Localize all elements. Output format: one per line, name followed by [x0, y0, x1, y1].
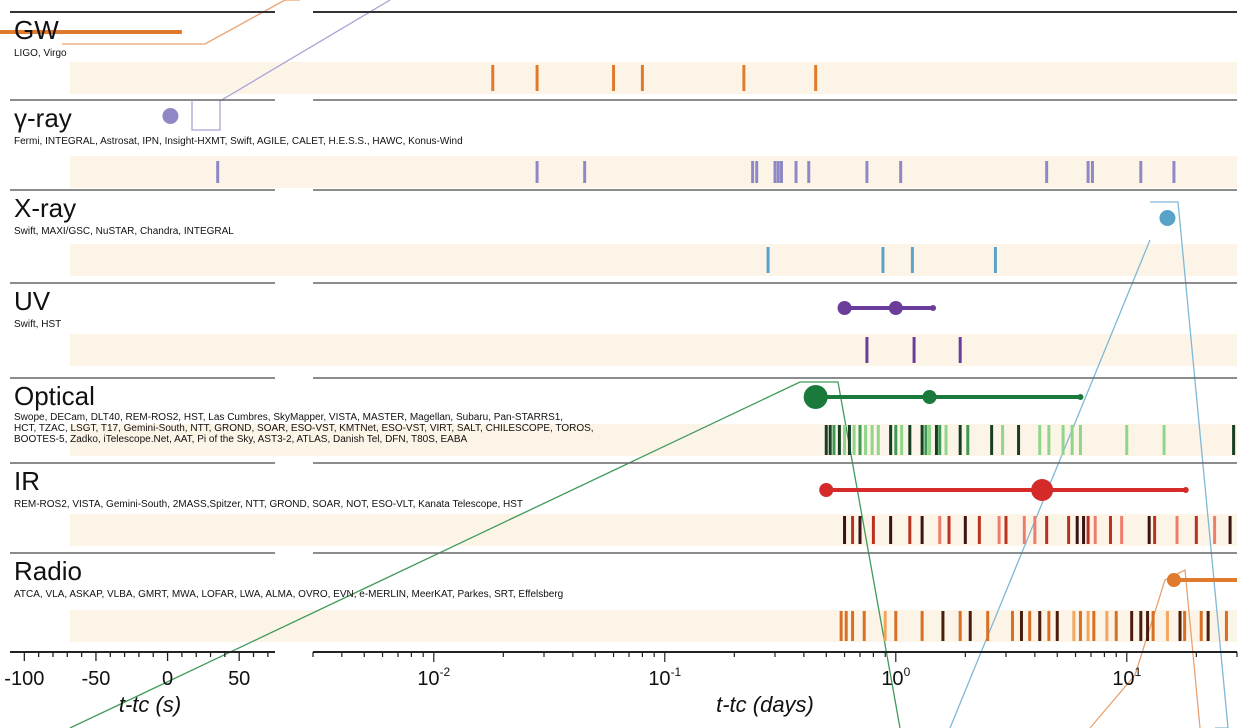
day-tick-label: 10-2 — [417, 665, 450, 690]
band-labels: GW LIGO, Virgo γ-ray Fermi, INTEGRAL, Astro… — [14, 15, 594, 600]
x-axis-title-seconds: t-tc (s) — [119, 692, 181, 717]
band-strip-radio — [70, 610, 1237, 642]
x-axis-title-days: t-tc (days) — [716, 692, 814, 717]
band-subtitle-optical-2: BOOTES-5, Zadko, iTelescope.Net, AAT, Pi… — [14, 434, 467, 445]
sec-tick-label: -100 — [4, 668, 44, 690]
band-strip-optical — [70, 424, 1237, 456]
band-backgrounds — [70, 62, 1237, 642]
band-subtitle-optical-0: Swope, DECam, DLT40, REM-ROS2, HST, Las … — [14, 412, 563, 423]
sec-tick-label: 50 — [228, 668, 250, 690]
band-subtitle-uv: Swift, HST — [14, 319, 61, 330]
band-strip-xray — [70, 244, 1237, 276]
band-title-radio: Radio — [14, 556, 82, 586]
detection-start-radio — [1166, 573, 1181, 587]
detection-start-optical — [803, 385, 828, 409]
band-subtitle-optical-1: HCT, TZAC, LSGT, T17, Gemini-South, NTT,… — [14, 423, 594, 434]
band-strip-gamma — [70, 156, 1237, 188]
band-strip-uv — [70, 334, 1237, 366]
zoom-callout-optical — [69, 381, 901, 728]
observation-ticks — [216, 65, 1236, 641]
band-strip-ir — [70, 514, 1237, 546]
sec-tick-label: 0 — [162, 668, 173, 690]
detection-end-uv — [930, 305, 937, 311]
detection-mid-optical — [922, 390, 937, 404]
zoom-callout-gamma — [191, 0, 391, 131]
detection-end-ir — [1182, 487, 1189, 493]
axes: -100 -50 0 50 10-2 10-1 100 101 t-tc (s) t-tc (da… — [4, 651, 1238, 717]
band-title-xray: X-ray — [14, 193, 76, 223]
band-subtitle-xray: Swift, MAXI/GSC, NuSTAR, Chandra, INTEGR… — [14, 226, 234, 237]
zoom-callout-gw — [62, 0, 300, 45]
band-strip-gw — [70, 62, 1237, 94]
detection-xray — [1159, 210, 1176, 226]
detection-mid-uv — [888, 301, 903, 315]
zoom-callout-xray — [1150, 201, 1229, 728]
band-title-ir: IR — [14, 466, 40, 496]
detections — [0, 30, 1237, 587]
band-subtitle-gamma: Fermi, INTEGRAL, Astrosat, IPN, Insight-… — [14, 136, 463, 147]
band-subtitle-ir: REM-ROS2, VISTA, Gemini-South, 2MASS,Spi… — [14, 499, 523, 510]
band-title-gw: GW — [14, 15, 59, 45]
band-subtitle-radio: ATCA, VLA, ASKAP, VLBA, GMRT, MWA, LOFAR… — [14, 589, 563, 600]
day-tick-label: 100 — [881, 665, 910, 690]
detection-start-ir — [819, 483, 834, 497]
zoom-callouts — [62, 0, 1229, 728]
detection-start-uv — [837, 301, 852, 315]
band-title-gamma: γ-ray — [14, 103, 72, 133]
sec-tick-label: -50 — [81, 668, 110, 690]
band-title-optical: Optical — [14, 381, 95, 411]
zoom-callout-radio — [1089, 568, 1201, 728]
day-tick-label: 10-1 — [648, 665, 681, 690]
detection-gamma — [162, 108, 179, 124]
detection-end-optical — [1077, 394, 1084, 400]
day-tick-label: 101 — [1112, 665, 1141, 690]
band-separators — [10, 11, 1237, 554]
detection-mid-ir — [1031, 479, 1054, 501]
band-title-uv: UV — [14, 286, 51, 316]
band-subtitle-gw: LIGO, Virgo — [14, 48, 67, 59]
